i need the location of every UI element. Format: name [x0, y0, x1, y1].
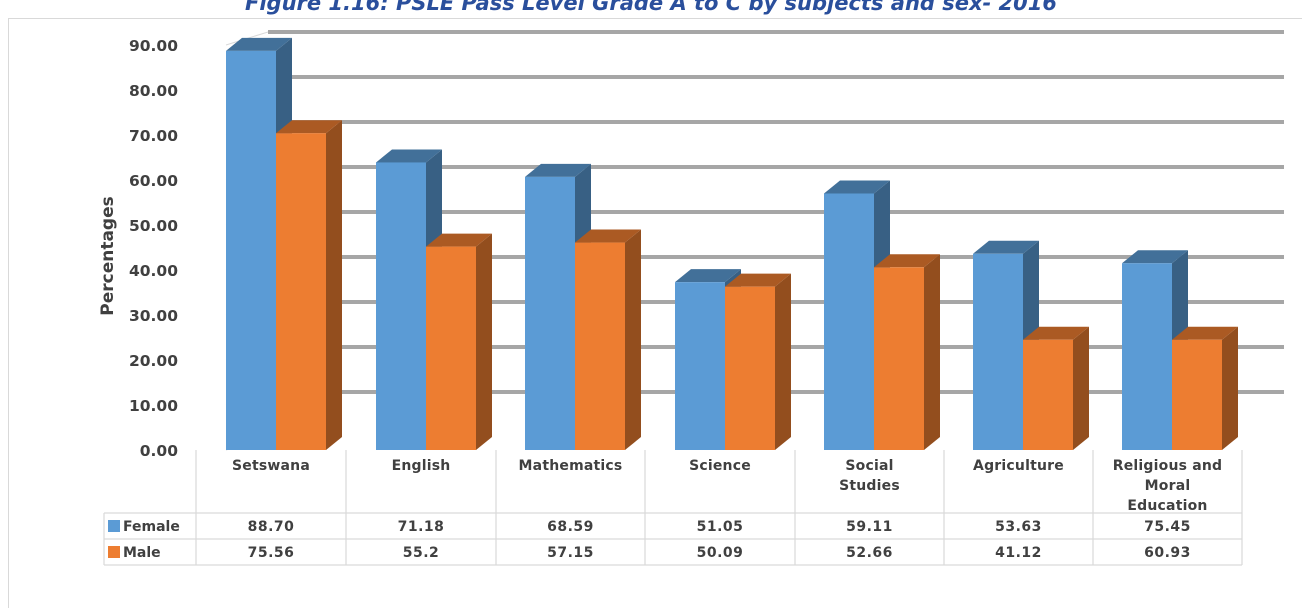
chart-title: Figure 1.16: PSLE Pass Level Grade A to …	[245, 0, 1057, 15]
bar-front	[525, 176, 575, 450]
chart-frame	[8, 18, 1302, 608]
bar-side	[775, 273, 791, 450]
category-label: Religious and	[1113, 458, 1223, 474]
bar-front	[824, 193, 874, 450]
table-cell: 88.70	[248, 519, 295, 535]
y-tick-label: 90.00	[129, 37, 178, 55]
bar-top	[725, 273, 791, 287]
table-cell: 51.05	[697, 519, 744, 535]
bar-side	[924, 254, 940, 450]
bar-male	[426, 233, 492, 450]
table-cell: 53.63	[995, 519, 1042, 535]
table-cell: 50.09	[697, 545, 744, 561]
legend-label: Female	[123, 519, 180, 535]
category-label: Science	[689, 458, 751, 474]
bar-male	[276, 120, 342, 450]
bar-front	[725, 286, 775, 450]
bar-top	[276, 120, 342, 134]
bar-side	[625, 229, 641, 450]
bar-male	[725, 273, 791, 450]
bar-side	[326, 120, 342, 450]
bar-top	[824, 180, 890, 194]
category-label: English	[392, 458, 451, 474]
y-tick-label: 20.00	[129, 352, 178, 370]
y-tick-label: 50.00	[129, 217, 178, 235]
bar-front	[874, 267, 924, 450]
bar-side	[476, 233, 492, 450]
bar-top	[973, 240, 1039, 254]
bars	[226, 37, 1238, 450]
bar-top	[226, 37, 292, 51]
bar-male	[1023, 326, 1089, 450]
category-label: Education	[1127, 498, 1207, 514]
y-tick-label: 40.00	[129, 262, 178, 280]
y-tick-label: 70.00	[129, 127, 178, 145]
category-label: Studies	[839, 478, 900, 494]
legend-swatch	[108, 520, 120, 532]
bar-male	[874, 254, 940, 450]
y-tick-label: 60.00	[129, 172, 178, 190]
bar-top	[675, 269, 741, 283]
table-cell: 75.45	[1144, 519, 1191, 535]
category-label: Mathematics	[519, 458, 623, 474]
y-tick-label: 80.00	[129, 82, 178, 100]
bar-front	[1172, 339, 1222, 450]
category-label: Moral	[1145, 478, 1191, 494]
bar-front	[276, 133, 326, 450]
category-label: Setswana	[232, 458, 310, 474]
bar-side	[1222, 326, 1238, 450]
bar-front	[226, 50, 276, 450]
table-cell: 75.56	[248, 545, 295, 561]
category-label: Agriculture	[973, 458, 1064, 474]
category-label: Social	[845, 458, 893, 474]
table-cell: 68.59	[547, 519, 594, 535]
bar-top	[1122, 250, 1188, 264]
bar-top	[1023, 326, 1089, 340]
table-cell: 52.66	[846, 545, 893, 561]
bar-front	[1023, 339, 1073, 450]
bar-male	[1172, 326, 1238, 450]
y-axis-label: Percentages	[98, 196, 118, 316]
table-cell: 55.2	[403, 545, 440, 561]
bar-front	[1122, 263, 1172, 450]
bar-front	[973, 253, 1023, 450]
table-cell: 60.93	[1144, 545, 1191, 561]
table-cell: 59.11	[846, 519, 893, 535]
bar-top	[575, 229, 641, 243]
table-cell: 71.18	[398, 519, 445, 535]
bar-top	[376, 149, 442, 163]
y-tick-label: 10.00	[129, 397, 178, 415]
bar-top	[1172, 326, 1238, 340]
bar-front	[426, 246, 476, 450]
y-tick-label: 0.00	[140, 442, 178, 460]
bar-front	[675, 282, 725, 450]
legend-swatch	[108, 546, 120, 558]
y-tick-label: 30.00	[129, 307, 178, 325]
bar-top	[525, 163, 591, 177]
table-cell: 41.12	[995, 545, 1042, 561]
legend-label: Male	[123, 545, 161, 561]
bar-front	[376, 162, 426, 450]
bar-front	[575, 242, 625, 450]
bar-side	[1073, 326, 1089, 450]
bar-top	[874, 254, 940, 268]
table-cell: 57.15	[547, 545, 594, 561]
bar-male	[575, 229, 641, 450]
bar-top	[426, 233, 492, 247]
data-table: Setswana English Mathematics Science Social S…	[103, 450, 1243, 566]
